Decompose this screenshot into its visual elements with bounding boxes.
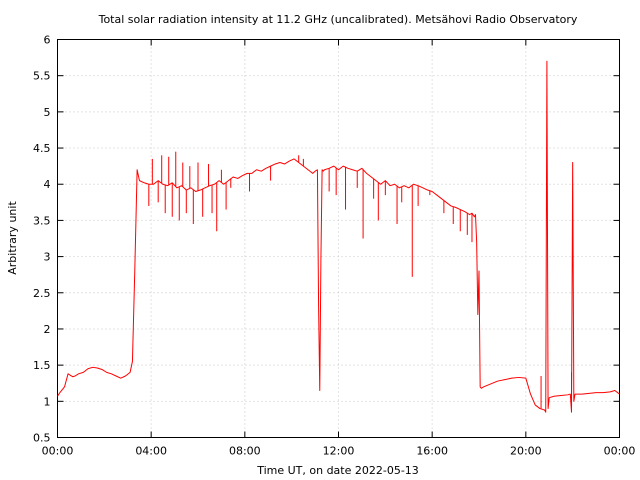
- chart-title: Total solar radiation intensity at 11.2 …: [98, 13, 578, 26]
- y-tick-label: 1.5: [33, 359, 51, 372]
- y-tick-label: 0.5: [33, 432, 51, 445]
- x-axis-label: Time UT, on date 2022-05-13: [256, 464, 419, 477]
- x-tick-label: 20:00: [510, 445, 542, 458]
- y-tick-label: 4: [44, 178, 51, 191]
- plot-frame: [57, 39, 620, 438]
- x-tick-label: 00:00: [604, 445, 636, 458]
- y-tick-label: 3.5: [33, 214, 51, 227]
- y-tick-label: 1: [44, 395, 51, 408]
- x-tick-label: 12:00: [323, 445, 355, 458]
- y-tick-label: 2.5: [33, 287, 51, 300]
- x-tick-label: 16:00: [416, 445, 448, 458]
- series-line: [57, 60, 620, 413]
- y-axis-label: Arbitrary unit: [6, 201, 19, 275]
- grid: [57, 39, 620, 438]
- x-axis: 00:00 04:00 08:00 12:00 16:00 20:00 00:00: [42, 39, 636, 458]
- y-tick-label: 5.5: [33, 70, 51, 83]
- y-tick-label: 2: [44, 323, 51, 336]
- x-tick-label: 08:00: [229, 445, 261, 458]
- y-tick-label: 6: [44, 34, 51, 47]
- y-tick-label: 4.5: [33, 142, 51, 155]
- y-tick-label: 3: [44, 251, 51, 264]
- series-layer: [57, 60, 620, 413]
- y-axis: 0.5 1 1.5 2 2.5 3 3.5 4 4.5 5 5.5 6: [33, 34, 620, 445]
- y-tick-label: 5: [44, 106, 51, 119]
- x-tick-label: 04:00: [135, 445, 167, 458]
- x-tick-label: 00:00: [42, 445, 74, 458]
